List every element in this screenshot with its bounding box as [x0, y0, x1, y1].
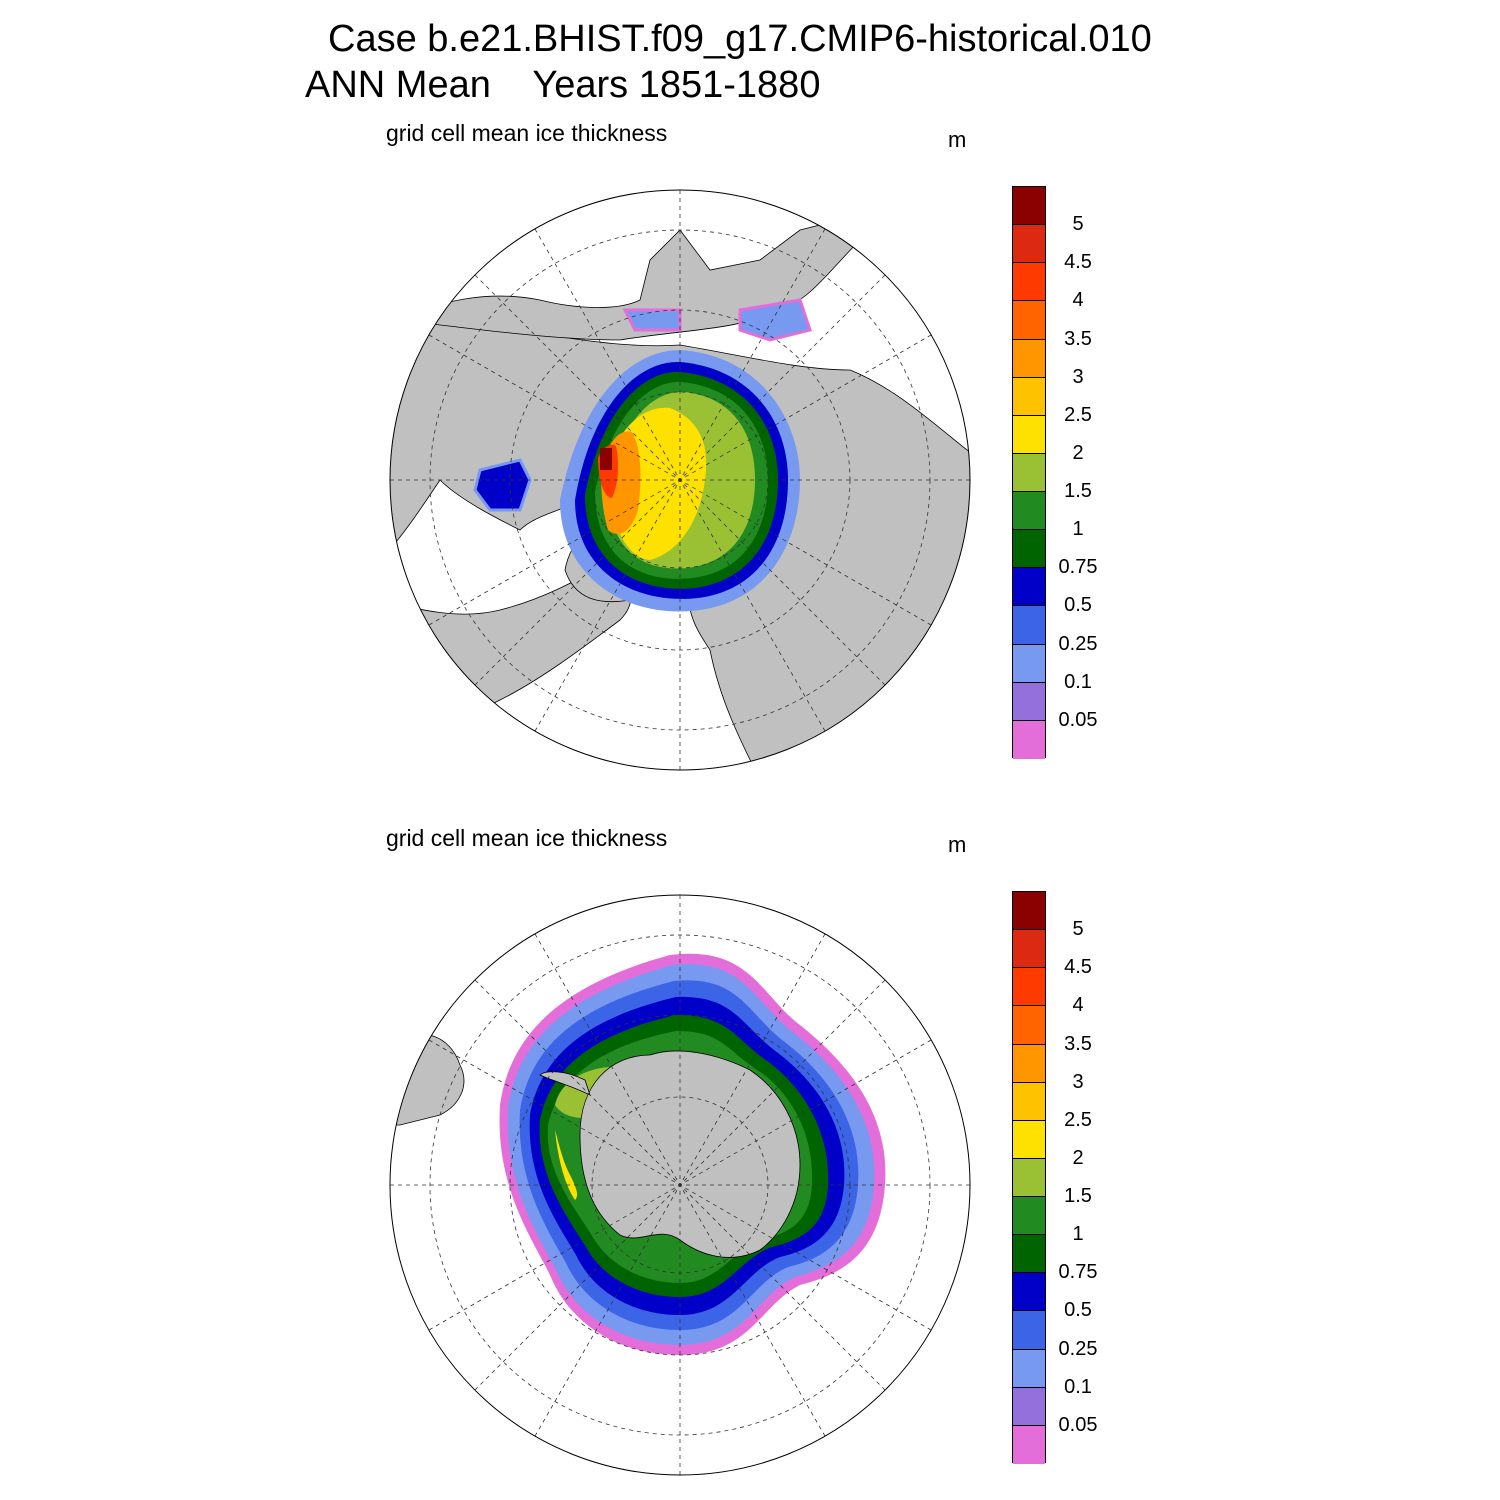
colorbar-label-north: 4: [1072, 289, 1084, 312]
colorbar-swatch-north: [1013, 606, 1045, 645]
colorbar-label-north: 2.5: [1064, 403, 1092, 426]
colorbar-label-south: 2: [1072, 1146, 1084, 1169]
colorbar-swatch-south: [1013, 1273, 1045, 1312]
colorbar-swatch-south: [1013, 1082, 1045, 1121]
colorbar-labels-south: 5 4.5 4 3.5 3 2.5 2 1.5 1 0.75 0.5 0.25 0.1 0.05: [1052, 891, 1112, 1463]
colorbar-swatch-north: [1013, 263, 1045, 302]
ice-5: [600, 448, 612, 470]
colorbar-swatch-north: [1013, 492, 1045, 531]
colorbar-swatch-south: [1013, 1349, 1045, 1388]
colorbar-label-south: 0.1: [1064, 1375, 1092, 1398]
colorbar-swatch-south: [1013, 1120, 1045, 1159]
colorbar-swatch-north: [1013, 377, 1045, 416]
colorbar-swatch-north: [1013, 453, 1045, 492]
colorbar-label-north: 1: [1072, 518, 1084, 541]
panel-title-south: grid cell mean ice thickness: [386, 825, 668, 851]
colorbar-label-north: 1.5: [1064, 480, 1092, 503]
colorbar-swatch-south: [1013, 1197, 1045, 1236]
colorbar-label-north: 4.5: [1064, 251, 1092, 274]
colorbar-label-north: 3: [1072, 365, 1084, 388]
arctic-map: [389, 189, 971, 771]
colorbar-swatch-north: [1013, 720, 1045, 759]
colorbar-north: [1012, 186, 1046, 759]
colorbar-label-north: 0.05: [1058, 708, 1098, 731]
colorbar-swatch-north: [1013, 187, 1045, 226]
colorbar-label-north: 0.5: [1064, 594, 1092, 617]
land-antarctica: [579, 1050, 801, 1258]
colorbar-swatch-south: [1013, 1006, 1045, 1045]
colorbar-swatch-north: [1013, 415, 1045, 454]
panel-unit-north: m: [948, 127, 967, 152]
land-antarctic-peninsula: [539, 1071, 591, 1096]
colorbar-swatch-north: [1013, 568, 1045, 607]
colorbar-label-south: 0.75: [1058, 1261, 1098, 1284]
colorbar-label-north: 5: [1072, 213, 1084, 236]
colorbar-swatch-south: [1013, 892, 1045, 931]
colorbar-label-south: 1: [1072, 1223, 1084, 1246]
colorbar-label-north: 0.25: [1058, 632, 1098, 655]
colorbar-label-south: 2.5: [1064, 1108, 1092, 1131]
case-title: Case b.e21.BHIST.f09_g17.CMIP6-historica…: [328, 18, 1152, 60]
colorbar-swatch-north: [1013, 301, 1045, 340]
colorbar-swatch-south: [1013, 1387, 1045, 1426]
colorbar-swatch-north: [1013, 339, 1045, 378]
ice-hudson: [473, 458, 532, 512]
colorbar-label-south: 4: [1072, 994, 1084, 1017]
colorbar-swatch-south: [1013, 930, 1045, 969]
colorbar-south: [1012, 891, 1046, 1464]
colorbar-labels-north: 5 4.5 4 3.5 3 2.5 2 1.5 1 0.75 0.5 0.25 0.1 0.05: [1052, 186, 1112, 758]
colorbar-swatch-north: [1013, 530, 1045, 569]
colorbar-label-north: 0.1: [1064, 670, 1092, 693]
colorbar-label-south: 3: [1072, 1070, 1084, 1093]
colorbar-label-south: 0.05: [1058, 1413, 1098, 1436]
period-title: ANN Mean Years 1851-1880: [305, 64, 821, 106]
colorbar-swatch-north: [1013, 644, 1045, 683]
colorbar-label-south: 0.25: [1058, 1337, 1098, 1360]
colorbar-swatch-south: [1013, 1235, 1045, 1274]
antarctic-map: [389, 894, 971, 1476]
colorbar-swatch-south: [1013, 1425, 1045, 1464]
colorbar-label-south: 0.5: [1064, 1299, 1092, 1322]
ice-weddell-2: [555, 1130, 578, 1200]
colorbar-label-north: 2: [1072, 441, 1084, 464]
colorbar-swatch-north: [1013, 225, 1045, 264]
panel-unit-south: m: [948, 832, 967, 857]
ice-okhotsk: [738, 298, 812, 342]
colorbar-label-north: 0.75: [1058, 556, 1098, 579]
panel-title-north: grid cell mean ice thickness: [386, 120, 668, 146]
colorbar-swatch-south: [1013, 968, 1045, 1007]
colorbar-label-south: 1.5: [1064, 1185, 1092, 1208]
colorbar-swatch-south: [1013, 1158, 1045, 1197]
colorbar-label-south: 4.5: [1064, 956, 1092, 979]
colorbar-label-south: 3.5: [1064, 1032, 1092, 1055]
colorbar-label-north: 3.5: [1064, 327, 1092, 350]
colorbar-label-south: 5: [1072, 918, 1084, 941]
colorbar-swatch-south: [1013, 1311, 1045, 1350]
colorbar-swatch-south: [1013, 1044, 1045, 1083]
ice-bering: [622, 308, 682, 332]
colorbar-swatch-north: [1013, 682, 1045, 721]
